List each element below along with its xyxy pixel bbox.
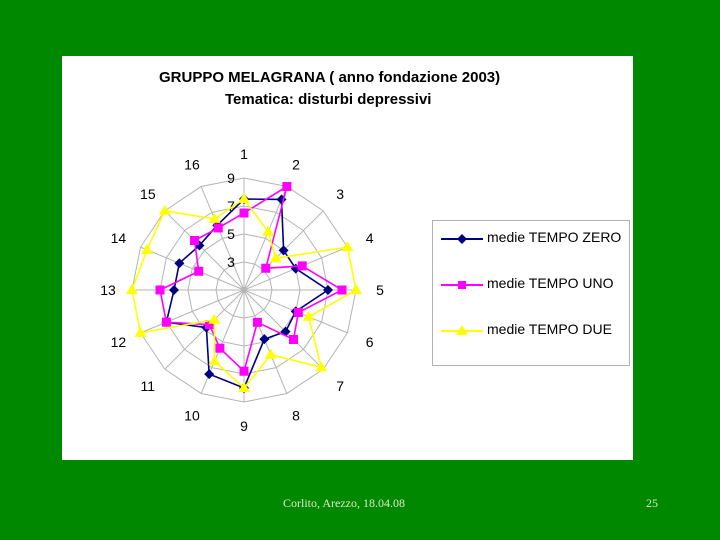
- data-point-diamond: [278, 245, 289, 256]
- grid-spoke: [140, 246, 245, 291]
- data-point-square: [213, 223, 223, 233]
- data-point-triangle: [264, 348, 277, 359]
- data-point-square: [288, 334, 298, 344]
- data-point-triangle: [158, 204, 171, 215]
- scale-tick-label: 3: [227, 254, 235, 270]
- legend-label: medie TEMPO ZERO: [487, 229, 622, 245]
- data-point-triangle: [302, 310, 315, 321]
- data-point-square: [261, 263, 271, 273]
- category-label: 3: [336, 186, 344, 202]
- footer-text: Corlito, Arezzo, 18.04.08: [283, 496, 405, 510]
- category-label: 16: [184, 156, 200, 172]
- legend-item-tempo-uno: medie TEMPO UNO: [439, 273, 625, 313]
- data-point-diamond: [259, 334, 270, 345]
- data-point-square: [239, 366, 249, 376]
- category-label: 5: [376, 282, 384, 298]
- grid-spoke: [164, 210, 245, 291]
- data-point-triangle: [140, 243, 153, 254]
- data-point-square: [297, 261, 307, 271]
- category-label: 13: [100, 282, 116, 298]
- scale-tick-label: 5: [227, 226, 235, 242]
- category-label: 10: [184, 408, 200, 424]
- grid-spoke: [140, 289, 245, 334]
- chart-title: GRUPPO MELAGRANA ( anno fondazione 2003): [159, 69, 501, 86]
- data-point-triangle: [341, 241, 354, 252]
- data-point-square: [215, 343, 225, 353]
- category-label: 6: [366, 334, 374, 350]
- data-point-square: [337, 285, 347, 295]
- data-point-triangle: [134, 326, 147, 337]
- data-point-square: [252, 317, 262, 327]
- legend-swatch-square-icon: [441, 281, 483, 289]
- legend-item-tempo-due: medie TEMPO DUE: [439, 319, 625, 359]
- data-point-triangle: [350, 284, 362, 294]
- category-label: 9: [240, 418, 248, 434]
- data-point-triangle: [126, 284, 138, 294]
- page-number: 25: [646, 496, 658, 510]
- category-label: 8: [292, 408, 300, 424]
- legend-label: medie TEMPO UNO: [487, 275, 614, 291]
- chart-legend: medie TEMPO ZERO medie TEMPO UNO medie T…: [432, 220, 630, 366]
- data-point-square: [155, 285, 165, 295]
- data-point-triangle: [262, 225, 275, 236]
- legend-swatch-triangle-icon: [441, 325, 483, 335]
- data-point-square: [204, 320, 214, 330]
- data-point-square: [239, 208, 249, 218]
- grid-spoke: [200, 186, 245, 291]
- data-point-triangle: [238, 382, 250, 392]
- data-point-triangle: [208, 355, 221, 366]
- data-point-diamond: [204, 369, 215, 380]
- data-point-triangle: [269, 252, 282, 263]
- data-point-triangle: [238, 193, 250, 203]
- chart-panel: GRUPPO MELAGRANA ( anno fondazione 2003)…: [62, 56, 633, 460]
- legend-label: medie TEMPO DUE: [487, 321, 612, 337]
- data-point-square: [194, 266, 204, 276]
- category-label: 1: [240, 146, 248, 162]
- scale-tick-label: 9: [227, 170, 235, 186]
- data-point-square: [293, 308, 303, 318]
- category-label: 12: [111, 334, 127, 350]
- grid-spoke: [243, 186, 288, 291]
- data-point-triangle: [208, 212, 221, 223]
- data-point-square: [190, 236, 200, 246]
- legend-item-tempo-zero: medie TEMPO ZERO: [439, 227, 625, 267]
- data-point-square: [161, 317, 171, 327]
- category-label: 11: [141, 378, 156, 394]
- data-point-triangle: [315, 361, 328, 372]
- legend-swatch-diamond-icon: [441, 234, 483, 244]
- data-point-diamond: [323, 285, 333, 295]
- data-point-square: [282, 182, 292, 192]
- category-label: 4: [366, 230, 374, 246]
- data-point-diamond: [169, 285, 179, 295]
- category-label: 7: [336, 378, 344, 394]
- scale-tick-label: 7: [227, 198, 235, 214]
- chart-subtitle: Tematica: disturbi depressivi: [225, 91, 432, 108]
- category-label: 15: [140, 186, 156, 202]
- data-point-diamond: [174, 258, 185, 269]
- category-label: 14: [111, 230, 127, 246]
- data-point-triangle: [208, 313, 221, 324]
- category-label: 2: [292, 156, 300, 172]
- data-point-diamond: [276, 194, 287, 205]
